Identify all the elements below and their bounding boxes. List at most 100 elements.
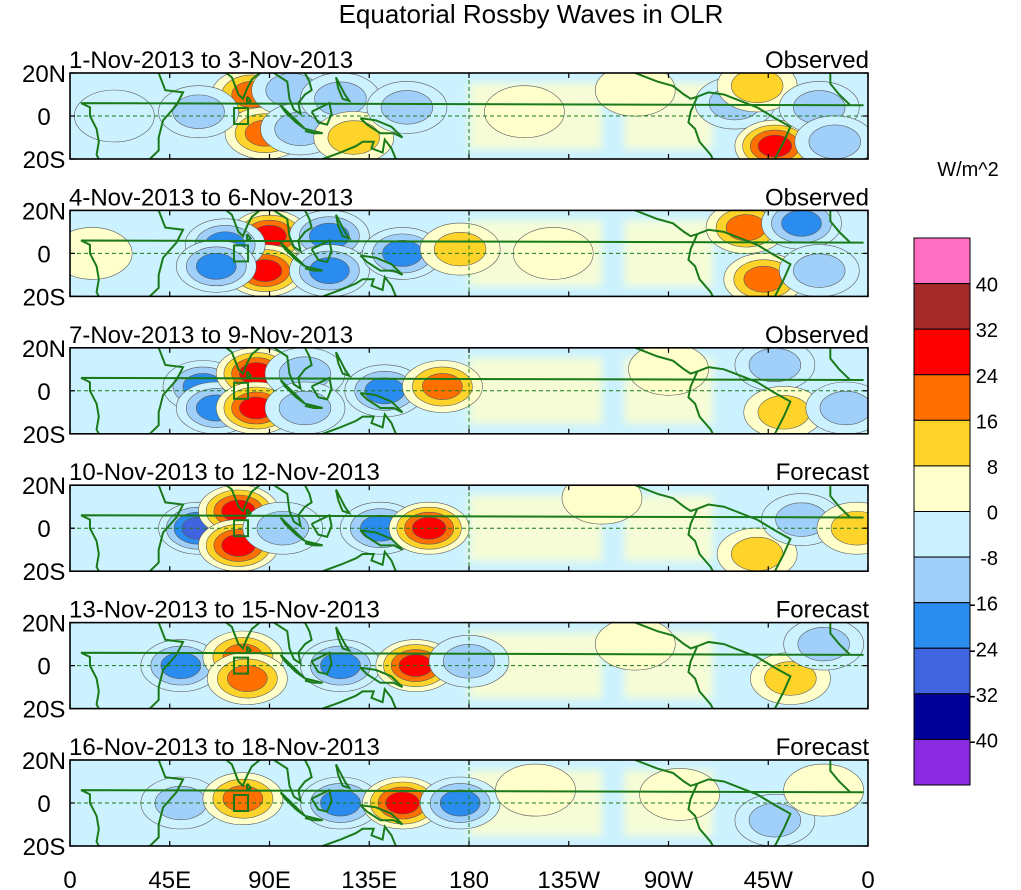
panel-1: 20N 0 20S 1-Nov-2013 to 3-Nov-2013 Observed	[22, 47, 869, 174]
coastline	[304, 677, 323, 684]
anomaly-contour	[172, 94, 225, 129]
y-tick-label: 20N	[22, 336, 66, 363]
coastline	[149, 760, 185, 846]
coastline	[273, 485, 313, 529]
panel-4: 20N 0 20S 10-Nov-2013 to 12-Nov-2013 Forecas…	[22, 459, 870, 586]
coastline	[359, 666, 404, 688]
y-tick-label: 20N	[22, 198, 66, 225]
panel-status-label: Forecast	[776, 459, 870, 486]
anomaly-contour	[748, 347, 802, 383]
anomaly-contour	[783, 763, 864, 817]
anomaly-feature	[594, 622, 676, 671]
anomaly-contour	[422, 373, 463, 400]
coastline	[335, 763, 352, 790]
coastline	[149, 485, 185, 572]
y-tick-label: 20N	[22, 473, 66, 500]
coastline	[634, 760, 698, 787]
anomaly-feature	[805, 381, 868, 434]
colorbar-swatch	[913, 693, 971, 740]
anomaly-contour	[748, 803, 802, 838]
y-tick-label: 0	[37, 241, 50, 268]
coastline	[696, 778, 792, 846]
x-tick-label: 135E	[341, 867, 397, 890]
coastline	[335, 489, 352, 516]
anomaly-feature	[419, 222, 501, 276]
coastline	[310, 239, 333, 264]
panel-field	[70, 73, 868, 159]
panel-3: 20N 0 20S 7-Nov-2013 to 9-Nov-2013 Observed	[22, 322, 869, 449]
y-tick-label: 20S	[23, 559, 66, 586]
y-tick-label: 20N	[22, 61, 66, 88]
coastline	[304, 127, 323, 135]
anomaly-feature	[794, 115, 868, 159]
coastline	[359, 117, 404, 139]
y-tick-label: 20S	[23, 284, 66, 311]
coastline	[696, 366, 792, 434]
x-tick-label: 90W	[644, 867, 694, 890]
coastline	[224, 622, 262, 651]
coastline	[687, 371, 714, 434]
coastline	[224, 760, 262, 788]
colorbar-label: -24	[969, 639, 998, 661]
y-tick-label: 20S	[23, 834, 66, 861]
panel-6: 20N 0 20S 16-Nov-2013 to 18-Nov-2013 Forecas…	[22, 734, 869, 861]
panel-status-label: Observed	[765, 184, 869, 211]
coastline	[687, 508, 714, 572]
anomaly-feature	[716, 527, 798, 572]
anomaly-contour	[628, 347, 709, 396]
anomaly-contour	[757, 395, 810, 430]
coastlines	[80, 347, 864, 434]
coastline	[273, 622, 313, 666]
coastline	[359, 254, 404, 276]
anomaly-feature	[594, 73, 676, 117]
coastline	[359, 804, 404, 826]
coastline	[273, 760, 313, 803]
anomaly-blobs	[70, 210, 860, 297]
colorbar-swatch	[913, 647, 971, 695]
coastline	[310, 788, 333, 813]
coastline	[696, 228, 792, 297]
coastline	[359, 529, 404, 551]
coastline	[224, 73, 262, 101]
y-tick-label: 0	[37, 516, 50, 543]
colorbar-swatch	[913, 511, 971, 558]
coastline	[149, 210, 185, 297]
anomaly-feature	[289, 244, 370, 297]
anomaly-contour	[380, 90, 434, 125]
coastline	[304, 265, 323, 272]
coastline	[634, 210, 698, 238]
anomaly-feature	[495, 763, 576, 817]
panel-period-label: 1-Nov-2013 to 3-Nov-2013	[69, 47, 353, 74]
x-axis: 0 45E 90E 135E 180 135W 90W 45W 0	[63, 867, 874, 890]
anomaly-feature	[366, 81, 448, 134]
anomaly-contour	[757, 134, 793, 158]
x-tick-label: 180	[449, 867, 489, 890]
coastline	[224, 485, 262, 513]
colorbar-swatch	[913, 465, 971, 512]
coastlines	[80, 73, 864, 159]
colorbar-label: 8	[987, 457, 998, 479]
anomaly-feature	[176, 239, 257, 293]
anomaly-feature	[402, 360, 483, 413]
anomaly-contour	[819, 390, 868, 426]
x-tick-label: 90E	[248, 867, 291, 890]
coastline	[322, 137, 397, 159]
coastline	[335, 351, 352, 378]
coastline	[687, 96, 714, 159]
panel-2: 20N 0 20S 4-Nov-2013 to 6-Nov-2013 Observed	[22, 184, 869, 311]
panel-status-label: Forecast	[776, 597, 870, 624]
coastline	[322, 686, 397, 709]
panel-field	[70, 210, 868, 297]
coastline	[273, 210, 313, 254]
anomaly-contour	[731, 73, 784, 104]
coastline	[149, 347, 185, 434]
x-tick-label: 45E	[148, 867, 191, 890]
anomaly-feature	[419, 776, 501, 830]
anomaly-contour	[484, 85, 565, 138]
coastline	[304, 814, 323, 822]
coastline	[80, 760, 864, 846]
colorbar-swatch	[913, 419, 971, 467]
colorbar-label: -8	[980, 548, 998, 570]
coastlines	[80, 210, 864, 297]
